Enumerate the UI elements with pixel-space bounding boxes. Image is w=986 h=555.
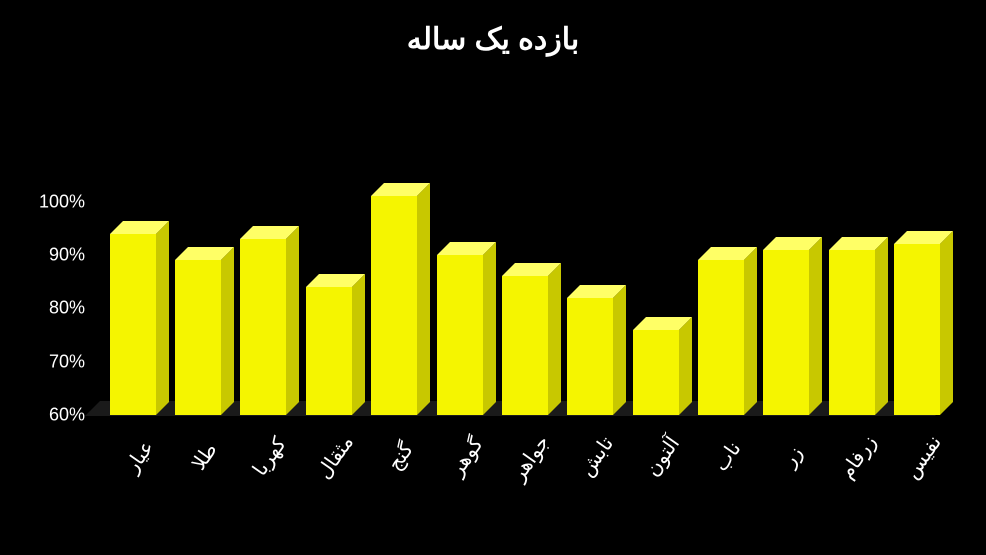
y-tick-label: 80% — [5, 298, 85, 319]
bar-side — [940, 231, 953, 415]
bar — [829, 175, 875, 415]
bar-front — [371, 196, 417, 415]
x-tick-label: جواهر — [508, 430, 555, 482]
bar-side — [809, 237, 822, 415]
x-tick-label: گوهر — [443, 430, 490, 482]
bar-front — [894, 244, 940, 415]
bar-front — [633, 330, 679, 415]
plot-area — [100, 175, 950, 415]
bar-side — [221, 247, 234, 415]
chart-title: بازده یک ساله — [0, 0, 986, 57]
bar-side — [548, 263, 561, 415]
x-tick-label: آلتون — [639, 430, 686, 482]
bar — [567, 175, 613, 415]
bar — [240, 175, 286, 415]
bar — [502, 175, 548, 415]
bar-front — [437, 255, 483, 415]
x-tick-label: تابش — [573, 430, 620, 482]
x-tick-label: طلا — [181, 430, 228, 482]
x-tick-label: گنج — [377, 430, 424, 482]
bar — [894, 175, 940, 415]
x-tick-label: زرفام — [835, 430, 882, 482]
bar-side — [875, 237, 888, 415]
y-tick-label: 90% — [5, 245, 85, 266]
bar — [175, 175, 221, 415]
bar-front — [306, 287, 352, 415]
y-tick-label: 100% — [5, 191, 85, 212]
bar — [763, 175, 809, 415]
bar-front — [567, 298, 613, 415]
bar-side — [744, 247, 757, 415]
x-tick-label: ناب — [704, 430, 751, 482]
bar-side — [417, 183, 430, 415]
bar — [698, 175, 744, 415]
y-tick-label: 60% — [5, 405, 85, 426]
bar-front — [763, 250, 809, 415]
x-tick-label: نفیس — [900, 430, 947, 482]
bar-side — [352, 274, 365, 415]
bar-front — [240, 239, 286, 415]
bars-group — [100, 175, 950, 415]
x-tick-label: عیار — [116, 430, 163, 482]
bar — [110, 175, 156, 415]
y-axis: 60%70%80%90%100% — [0, 175, 95, 415]
bar-side — [156, 221, 169, 415]
bar-front — [698, 260, 744, 415]
bar-side — [679, 317, 692, 415]
x-tick-label: کهربا — [246, 430, 293, 482]
bar-side — [286, 226, 299, 415]
x-axis-labels: عیارطلاکهربامثقالگنجگوهرجواهرتابشآلتوننا… — [100, 430, 950, 455]
bar-front — [829, 250, 875, 415]
x-tick-label: زر — [769, 430, 816, 482]
y-tick-label: 70% — [5, 351, 85, 372]
bar-side — [613, 285, 626, 415]
bar — [371, 175, 417, 415]
bar — [437, 175, 483, 415]
bar — [633, 175, 679, 415]
x-tick-label: مثقال — [312, 430, 359, 482]
chart-container: بازده یک ساله 60%70%80%90%100% عیارطلاکه… — [0, 0, 986, 555]
bar — [306, 175, 352, 415]
bar-front — [110, 234, 156, 415]
bar-front — [175, 260, 221, 415]
bar-front — [502, 276, 548, 415]
bar-side — [483, 242, 496, 415]
